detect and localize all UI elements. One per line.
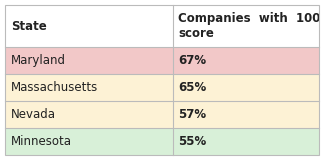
Text: 67%: 67% <box>178 54 206 67</box>
Text: Companies  with  100
score: Companies with 100 score <box>178 12 320 40</box>
Bar <box>5 101 173 128</box>
Text: Massachusetts: Massachusetts <box>11 81 98 94</box>
Bar <box>173 101 319 128</box>
Bar <box>5 5 319 47</box>
Bar <box>173 128 319 155</box>
Bar <box>5 74 173 101</box>
Text: Maryland: Maryland <box>11 54 66 67</box>
Bar <box>5 47 173 74</box>
Text: State: State <box>11 20 47 32</box>
Text: Nevada: Nevada <box>11 108 56 121</box>
Text: 55%: 55% <box>178 135 206 148</box>
Bar <box>5 128 173 155</box>
Bar <box>173 47 319 74</box>
Text: 65%: 65% <box>178 81 206 94</box>
Text: Minnesota: Minnesota <box>11 135 72 148</box>
Text: 57%: 57% <box>178 108 206 121</box>
Bar <box>173 74 319 101</box>
